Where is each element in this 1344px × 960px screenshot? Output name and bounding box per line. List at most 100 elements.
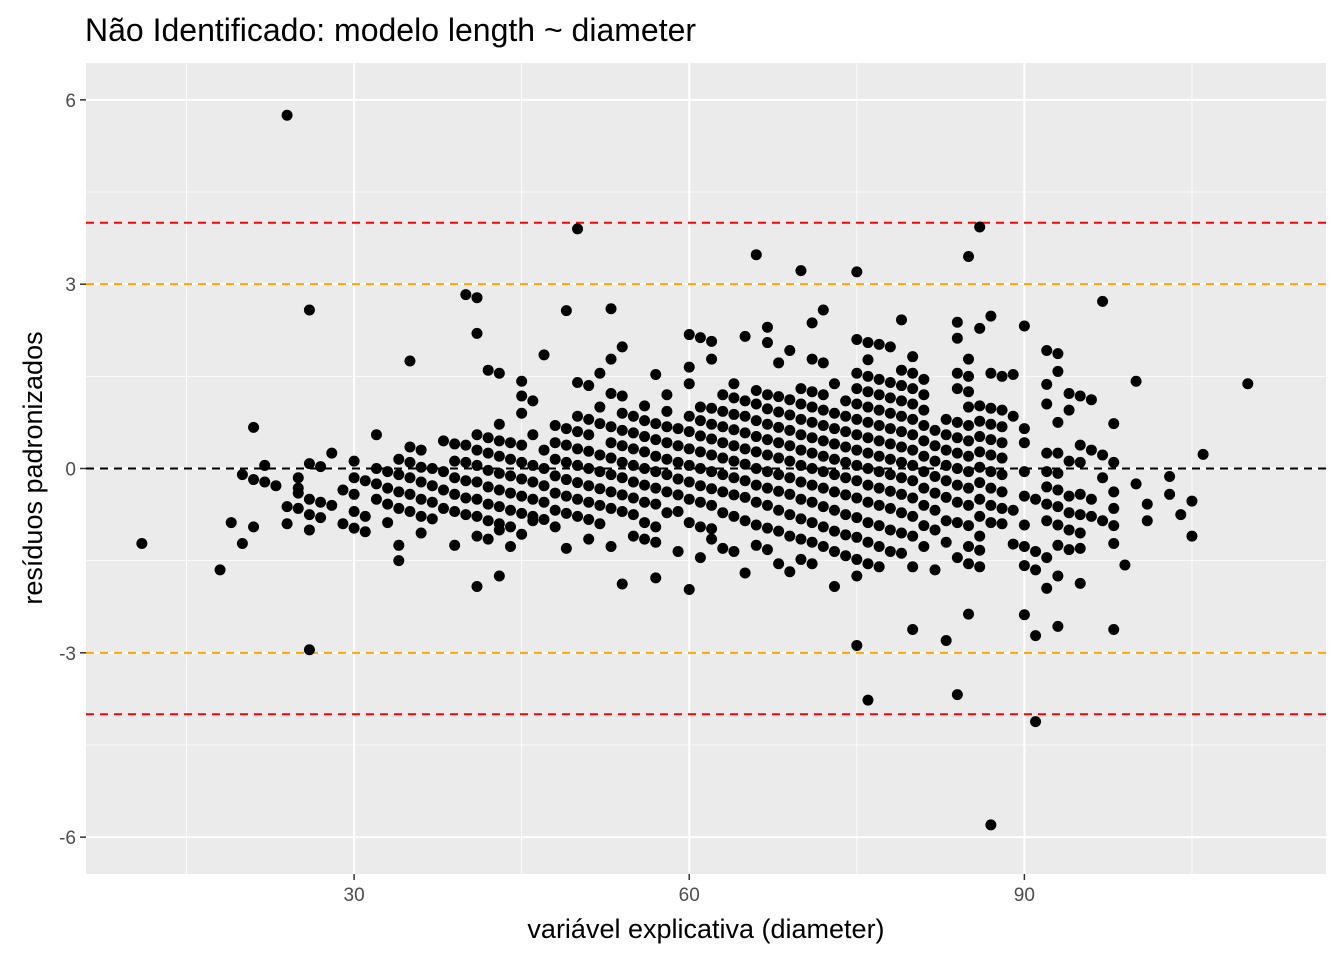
data-point: [1018, 609, 1030, 621]
data-point: [940, 491, 952, 503]
data-point: [538, 480, 550, 492]
data-point: [370, 493, 382, 505]
data-point: [1018, 466, 1030, 478]
data-point: [650, 536, 662, 548]
data-point: [862, 496, 874, 508]
data-point: [851, 398, 863, 410]
data-point: [963, 450, 975, 462]
data-point: [1018, 437, 1030, 449]
data-point: [1041, 447, 1053, 459]
data-point: [918, 541, 930, 553]
data-point: [560, 456, 572, 468]
data-point: [583, 496, 595, 508]
data-point: [1242, 378, 1254, 390]
data-point: [996, 502, 1008, 514]
data-point: [516, 473, 528, 485]
data-point: [683, 443, 695, 455]
data-point: [426, 480, 438, 492]
data-point: [761, 466, 773, 478]
data-point: [873, 373, 885, 385]
data-point: [594, 466, 606, 478]
data-point: [650, 482, 662, 494]
data-point: [817, 450, 829, 462]
data-point: [940, 635, 952, 647]
data-point: [963, 482, 975, 494]
data-point: [348, 472, 360, 484]
data-point: [806, 496, 818, 508]
data-point: [493, 501, 505, 513]
data-point: [784, 455, 796, 467]
data-point: [728, 510, 740, 522]
data-point: [951, 316, 963, 328]
data-point: [895, 488, 907, 500]
data-point: [672, 545, 684, 557]
data-point: [851, 570, 863, 582]
data-point: [761, 449, 773, 461]
data-point: [460, 456, 472, 468]
data-point: [795, 429, 807, 441]
data-point: [460, 492, 472, 504]
data-point: [683, 517, 695, 529]
data-point: [281, 501, 293, 513]
data-point: [505, 521, 517, 533]
data-point: [1097, 472, 1109, 484]
data-point: [639, 517, 651, 529]
data-point: [1030, 493, 1042, 505]
data-point: [895, 507, 907, 519]
data-point: [616, 578, 628, 590]
data-point: [482, 481, 494, 493]
data-point: [806, 317, 818, 329]
data-point: [851, 475, 863, 487]
data-point: [817, 404, 829, 416]
data-point: [259, 476, 271, 488]
data-point: [974, 477, 986, 489]
x-axis-ticks: 30 60 90: [344, 874, 1035, 906]
data-point: [895, 395, 907, 407]
data-point: [918, 435, 930, 447]
data-point: [884, 341, 896, 353]
data-point: [359, 475, 371, 487]
data-point: [1130, 478, 1142, 490]
data-point: [750, 539, 762, 551]
data-point: [1030, 630, 1042, 642]
data-point: [784, 509, 796, 521]
data-point: [505, 487, 517, 499]
data-point: [750, 479, 762, 491]
data-point: [560, 423, 572, 435]
data-point: [1007, 504, 1019, 516]
data-point: [404, 472, 416, 484]
data-point: [449, 488, 461, 500]
data-point: [549, 419, 561, 431]
data-point: [493, 418, 505, 430]
data-point: [449, 438, 461, 450]
data-point: [985, 310, 997, 322]
data-point: [471, 530, 483, 542]
data-point: [415, 527, 427, 539]
data-points: [136, 109, 1254, 831]
data-point: [661, 469, 673, 481]
data-point: [884, 545, 896, 557]
data-point: [862, 432, 874, 444]
data-point: [951, 496, 963, 508]
y-tick-label: -3: [59, 644, 76, 665]
data-point: [661, 486, 673, 498]
data-point: [1085, 493, 1097, 505]
data-point: [348, 522, 360, 534]
data-point: [516, 439, 528, 451]
data-point: [616, 390, 628, 402]
data-point: [795, 553, 807, 565]
data-point: [706, 449, 718, 461]
data-point: [728, 545, 740, 557]
data-point: [717, 452, 729, 464]
data-point: [437, 484, 449, 496]
data-point: [974, 400, 986, 412]
data-point: [739, 458, 751, 470]
data-point: [895, 456, 907, 468]
data-point: [817, 466, 829, 478]
data-point: [929, 487, 941, 499]
data-point: [650, 572, 662, 584]
data-point: [773, 504, 785, 516]
data-point: [572, 493, 584, 505]
data-point: [1074, 439, 1086, 451]
